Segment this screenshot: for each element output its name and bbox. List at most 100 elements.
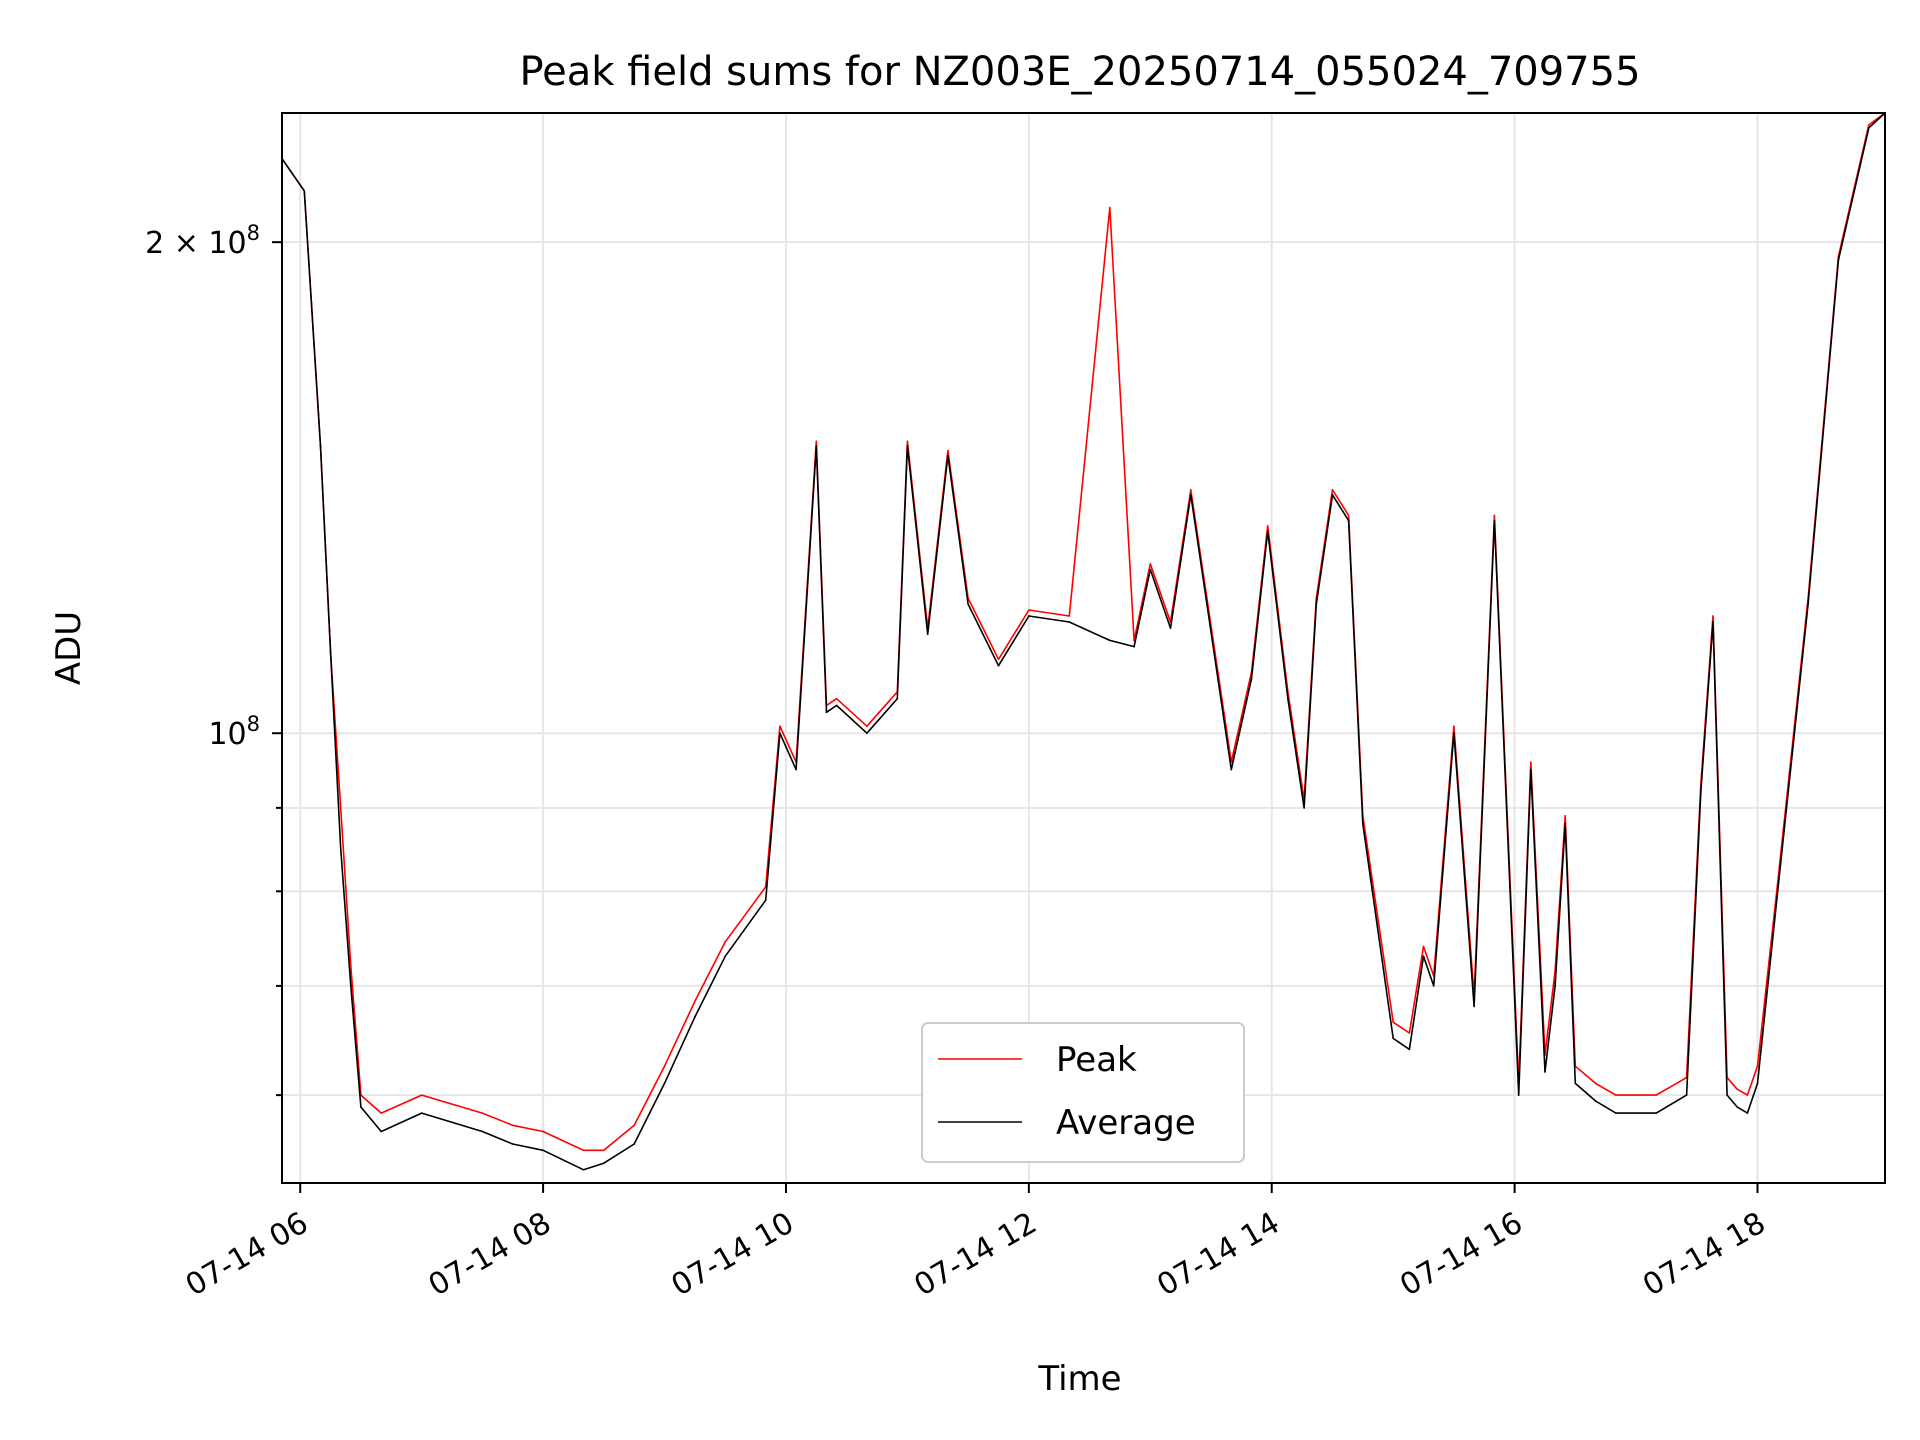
data-point-average <box>1564 822 1567 825</box>
data-point-average <box>1068 621 1071 623</box>
data-point-peak <box>1655 1094 1658 1096</box>
x-axis-label: Time <box>1037 1359 1121 1399</box>
data-point-average <box>360 1106 362 1108</box>
data-point-average <box>481 1130 484 1133</box>
data-point-peak <box>1068 615 1071 617</box>
data-point-average <box>1250 677 1253 680</box>
data-point-average <box>1685 1094 1688 1096</box>
data-point-peak <box>1746 1094 1749 1096</box>
data-point-average <box>1392 1037 1394 1040</box>
data-point-average <box>896 697 899 700</box>
data-point-average <box>764 899 767 902</box>
data-point-peak <box>1453 725 1455 727</box>
data-point-peak <box>1594 1082 1597 1085</box>
data-point-average <box>795 768 797 771</box>
data-point-average <box>511 1143 514 1145</box>
data-point-average <box>1776 890 1779 893</box>
data-point-average <box>1517 1094 1520 1096</box>
data-point-average <box>582 1168 585 1171</box>
data-point-average <box>1303 807 1305 809</box>
data-point-peak <box>1109 206 1111 209</box>
data-point-average <box>1362 822 1364 825</box>
data-point-peak <box>603 1149 605 1152</box>
data-point-peak <box>779 725 781 727</box>
data-point-average <box>926 633 929 636</box>
data-point-average <box>1133 645 1135 648</box>
data-point-peak <box>1530 761 1532 763</box>
y-tick-label: 2 × 108 <box>145 221 260 261</box>
data-point-average <box>663 1082 666 1085</box>
data-point-peak <box>1564 814 1567 817</box>
data-point-average <box>779 732 781 735</box>
data-point-average <box>1266 530 1269 532</box>
data-point-average <box>947 454 949 457</box>
data-point-average <box>1189 494 1192 496</box>
data-point-average <box>694 1016 696 1018</box>
data-point-peak <box>866 725 868 727</box>
data-point-peak <box>1868 124 1870 126</box>
data-point-peak <box>1331 489 1334 491</box>
data-point-peak <box>1736 1088 1739 1091</box>
data-point-peak <box>339 807 342 809</box>
data-point-peak <box>947 449 949 452</box>
data-point-average <box>825 711 828 714</box>
data-point-average <box>633 1143 635 1145</box>
data-point-average <box>1473 1005 1475 1008</box>
data-point-peak <box>633 1124 635 1127</box>
data-point-peak <box>1189 489 1192 491</box>
data-point-average <box>1230 768 1233 771</box>
data-point-average <box>1807 603 1809 605</box>
data-point-average <box>542 1149 544 1152</box>
data-point-average <box>1493 519 1496 522</box>
data-point-average <box>319 445 322 447</box>
data-point-average <box>1422 955 1425 957</box>
data-point-average <box>1315 603 1318 605</box>
data-point-average <box>1347 519 1350 522</box>
data-point-peak <box>1493 514 1496 517</box>
data-point-peak <box>542 1130 544 1133</box>
data-point-peak <box>582 1149 585 1152</box>
data-point-average <box>1169 627 1172 629</box>
data-point-average <box>815 445 818 447</box>
data-point-average <box>1868 127 1870 129</box>
data-point-average <box>303 190 306 192</box>
data-point-peak <box>1392 1021 1394 1024</box>
data-point-average <box>350 985 352 987</box>
data-point-average <box>1574 1082 1577 1085</box>
plot-frame <box>281 112 1886 1184</box>
data-point-average <box>1287 697 1289 700</box>
data-point-average <box>1655 1112 1658 1114</box>
data-point-average <box>1837 259 1840 261</box>
data-point-average <box>1432 985 1435 987</box>
data-point-average <box>1615 1112 1617 1114</box>
legend-label-peak: Peak <box>1056 1040 1137 1080</box>
data-point-average <box>1149 568 1152 571</box>
data-point-average <box>339 847 342 850</box>
data-point-average <box>420 1112 423 1114</box>
data-point-peak <box>1149 563 1152 565</box>
data-point-peak <box>1615 1094 1617 1096</box>
data-point-average <box>1331 494 1334 496</box>
data-point-peak <box>350 965 352 967</box>
data-point-peak <box>694 1000 696 1003</box>
data-point-peak <box>1028 609 1030 611</box>
y-tick-label: 108 <box>208 712 260 752</box>
data-point-peak <box>906 440 909 443</box>
data-point-average <box>997 664 1000 667</box>
data-point-average <box>1726 1094 1728 1096</box>
y-axis-label: ADU <box>49 611 89 685</box>
data-point-peak <box>380 1112 382 1114</box>
series-layer <box>281 112 1886 1171</box>
data-point-average <box>603 1162 605 1165</box>
legend-box <box>921 1022 1245 1163</box>
data-point-peak <box>511 1124 514 1127</box>
data-point-peak <box>835 697 838 700</box>
data-point-average <box>329 652 332 654</box>
data-point-average <box>906 445 909 447</box>
data-point-average <box>724 955 727 957</box>
data-point-peak <box>1712 615 1714 617</box>
data-point-peak <box>1133 639 1135 642</box>
data-point-average <box>967 603 969 605</box>
